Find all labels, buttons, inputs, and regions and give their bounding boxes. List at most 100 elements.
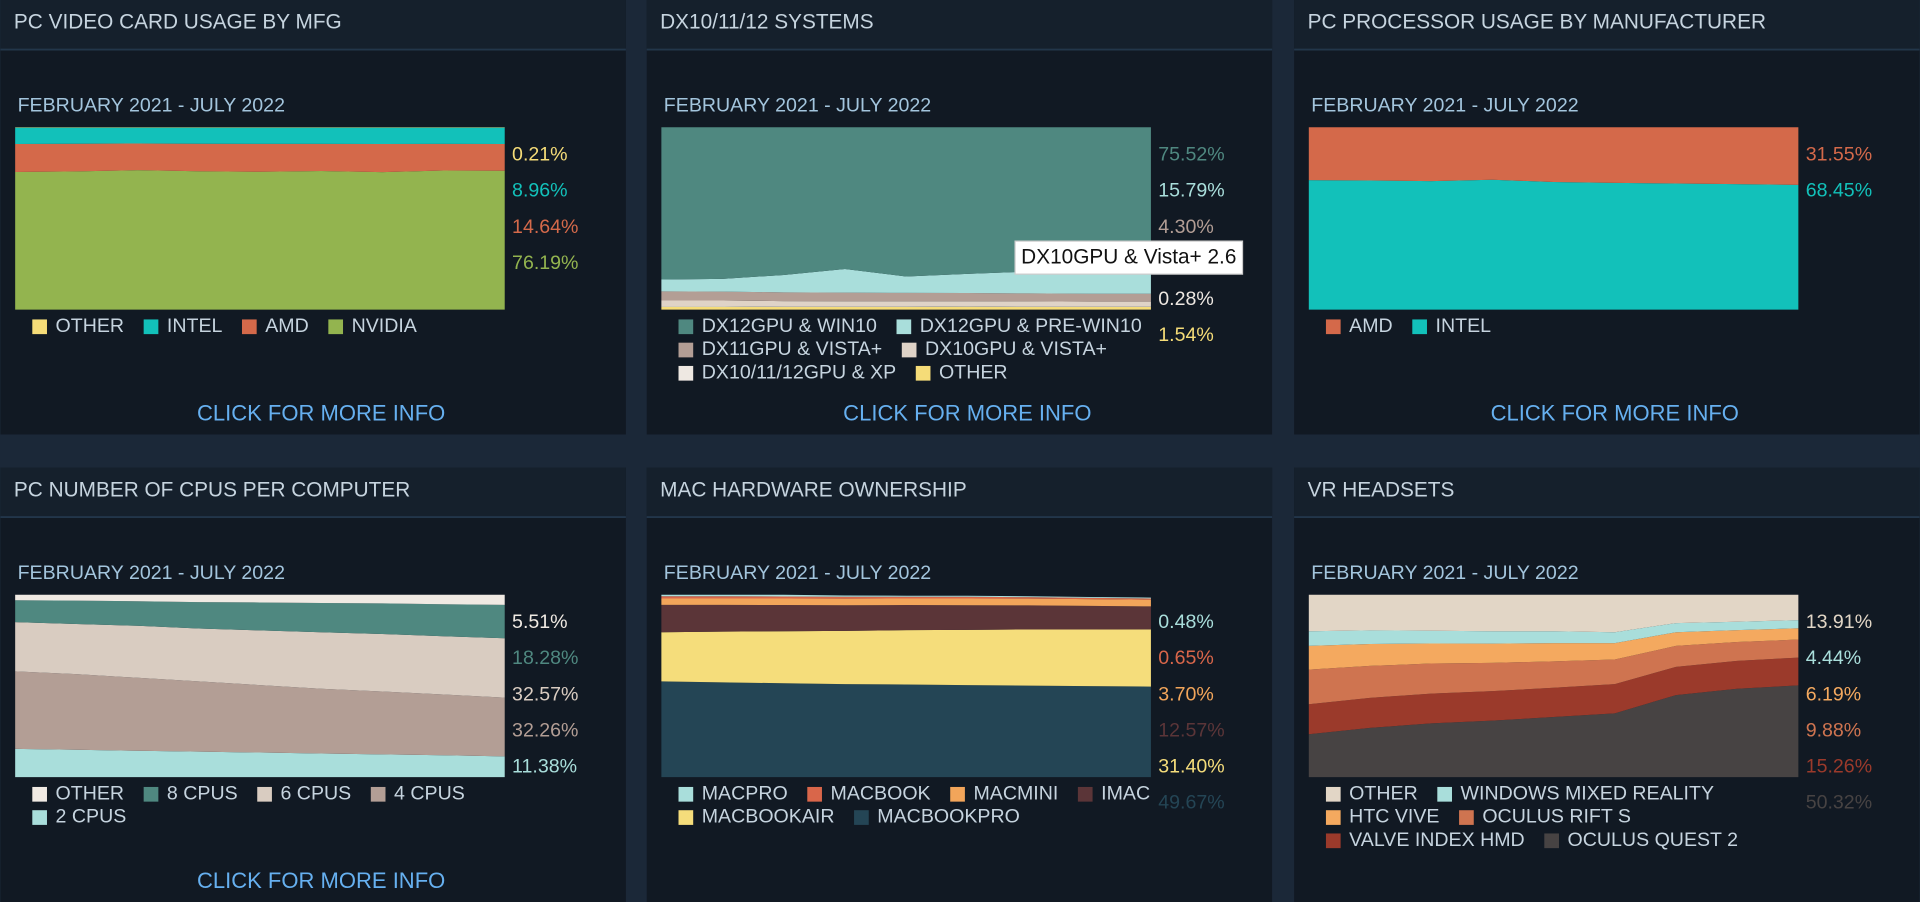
more-info-link[interactable]: CLICK FOR MORE INFO	[197, 868, 445, 893]
panel: PC NUMBER OF CPUS PER COMPUTER FEBRUARY 2…	[0, 467, 626, 902]
value-label: 68.45%	[1806, 180, 1872, 202]
value-label: 75.52%	[1158, 144, 1224, 166]
panel-title: PC NUMBER OF CPUS PER COMPUTER	[14, 478, 410, 501]
panel: DX10/11/12 SYSTEMS FEBRUARY 2021 - JULY 2…	[646, 0, 1273, 435]
value-label: 11.38%	[512, 756, 577, 778]
legend-swatch	[32, 810, 47, 825]
panel-subtitle: FEBRUARY 2021 - JULY 2022	[1311, 562, 1578, 584]
legend-item: DX12GPU & WIN10	[678, 315, 877, 337]
legend-label: DX10GPU & VISTA+	[925, 338, 1107, 360]
area-series	[15, 127, 505, 145]
value-label: 1.54%	[1158, 324, 1214, 346]
value-label: 31.40%	[1158, 756, 1224, 778]
legend-swatch	[370, 786, 386, 802]
panel-title: PC PROCESSOR USAGE BY MANUFACTURER	[1308, 11, 1766, 34]
legend-label: OCULUS RIFT S	[1482, 806, 1631, 828]
legend-label: 2 CPUS	[56, 806, 127, 828]
legend-label: VALVE INDEX HMD	[1349, 829, 1525, 851]
value-label: 0.21%	[512, 144, 568, 166]
area-series	[661, 598, 1151, 607]
legend-label: MACBOOKPRO	[877, 806, 1020, 828]
panel-subtitle: FEBRUARY 2021 - JULY 2022	[664, 95, 931, 117]
legend-swatch	[241, 319, 257, 335]
panel-subtitle: FEBRUARY 2021 - JULY 2022	[664, 562, 931, 584]
legend-swatch	[1325, 786, 1341, 802]
value-label: 15.26%	[1806, 756, 1872, 778]
legend-swatch	[1459, 810, 1474, 825]
legend-swatch	[1412, 319, 1427, 335]
area-series	[661, 306, 1151, 310]
area-series	[661, 594, 1151, 599]
legend-label: IMAC	[1101, 782, 1150, 804]
legend-item: HTC VIVE	[1325, 806, 1439, 828]
more-info-link[interactable]: CLICK FOR MORE INFO	[843, 401, 1091, 426]
legend-item: OCULUS QUEST 2	[1544, 829, 1738, 851]
value-label: 0.65%	[1158, 647, 1214, 669]
legend-label: OTHER	[56, 782, 125, 804]
panel-header	[646, 0, 1273, 49]
legend-label: DX11GPU & VISTA+	[702, 338, 882, 360]
legend-label: MACPRO	[702, 782, 788, 804]
value-label: 18.28%	[512, 647, 578, 669]
legend-item: AMD	[241, 315, 309, 337]
legend-swatch	[678, 365, 694, 381]
legend-swatch	[896, 319, 912, 335]
panel-header	[0, 467, 626, 517]
area-series	[15, 671, 505, 757]
legend-label: AMD	[1349, 315, 1393, 337]
area-series	[15, 594, 505, 605]
legend-swatch	[807, 786, 822, 802]
panel-subtitle: FEBRUARY 2021 - JULY 2022	[1311, 95, 1578, 117]
tooltip: DX10GPU & Vista+ 2.6	[1014, 240, 1244, 275]
legend-label: MACMINI	[973, 782, 1058, 804]
panel-header	[646, 467, 1273, 517]
panel-title: MAC HARDWARE OWNERSHIP	[660, 478, 967, 501]
legend-item: DX10GPU & VISTA+	[901, 338, 1107, 360]
area-series	[661, 681, 1151, 778]
area-series	[15, 600, 505, 639]
legend-item: WINDOWS MIXED REALITY	[1437, 782, 1714, 804]
legend-swatch	[1325, 319, 1341, 335]
value-label: 12.57%	[1158, 719, 1224, 741]
tooltip-box	[1014, 240, 1244, 275]
legend-item: DX10/11/12GPU & XP	[678, 361, 896, 383]
value-label: 9.88%	[1806, 719, 1862, 741]
legend-item: NVIDIA	[328, 315, 418, 337]
legend-item: 2 CPUS	[32, 806, 126, 828]
legend-item: OTHER	[32, 315, 124, 337]
value-label: 13.91%	[1806, 611, 1872, 633]
legend-label: MACBOOKAIR	[702, 806, 835, 828]
legend-label: INTEL	[167, 315, 223, 337]
legend-swatch	[1077, 786, 1093, 802]
legend-swatch	[1325, 810, 1341, 825]
legend-label: OTHER	[56, 315, 125, 337]
more-info-link[interactable]: CLICK FOR MORE INFO	[197, 401, 445, 426]
legend-swatch	[678, 786, 694, 802]
area-series	[1308, 620, 1799, 646]
legend-swatch	[143, 786, 159, 802]
legend-swatch	[1437, 786, 1452, 802]
panel-header	[1294, 467, 1920, 517]
legend-item: MACBOOKAIR	[678, 806, 835, 828]
value-label: 3.70%	[1158, 683, 1214, 705]
legend-item: MACMINI	[950, 782, 1058, 804]
legend-swatch	[257, 786, 272, 802]
legend-item: OCULUS RIFT S	[1459, 806, 1631, 828]
area-series	[1308, 657, 1799, 735]
value-label: 32.57%	[512, 683, 578, 705]
legend-label: NVIDIA	[352, 315, 418, 337]
value-label: 6.19%	[1806, 683, 1862, 705]
more-info-link[interactable]: CLICK FOR MORE INFO	[1491, 401, 1739, 426]
legend-item: AMD	[1325, 315, 1393, 337]
legend-swatch	[678, 342, 694, 358]
area-series	[661, 291, 1151, 302]
legend-label: OCULUS QUEST 2	[1568, 829, 1738, 851]
area-series	[15, 170, 505, 310]
area-series	[661, 596, 1151, 600]
legend-label: HTC VIVE	[1349, 806, 1439, 828]
panel-header	[0, 0, 626, 49]
area-series	[1308, 628, 1799, 670]
value-label: 32.26%	[512, 719, 578, 741]
value-label: 76.19%	[512, 252, 578, 274]
legend-item: MACBOOKPRO	[854, 806, 1020, 828]
